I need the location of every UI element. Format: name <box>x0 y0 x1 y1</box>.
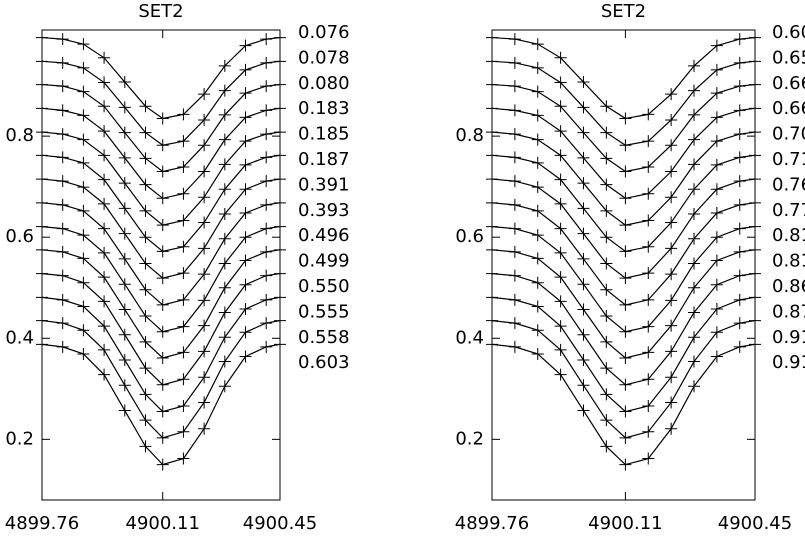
y-tick-label: 0.4 <box>5 327 34 348</box>
series-label: 0.814 <box>772 251 805 272</box>
profile-line <box>41 225 281 333</box>
series-label: 0.550 <box>298 276 350 297</box>
series-label: 0.080 <box>298 73 350 94</box>
profile-line <box>41 60 281 146</box>
profile-line <box>491 107 756 199</box>
series-label: 0.768 <box>772 174 805 195</box>
series-label: 0.496 <box>298 225 350 246</box>
series-label: 0.076 <box>298 22 350 43</box>
chart-title: SET2 <box>138 1 183 22</box>
y-tick-label: 0.6 <box>5 226 34 247</box>
series-label: 0.916 <box>772 327 805 348</box>
series-label: 0.558 <box>298 327 350 348</box>
series-label: 0.603 <box>298 352 350 373</box>
profile-line <box>491 178 756 279</box>
profile-line <box>41 202 281 306</box>
y-tick-label: 0.6 <box>455 226 484 247</box>
y-tick-label: 0.2 <box>5 428 34 449</box>
series-label: 0.185 <box>298 124 350 145</box>
y-tick-label: 0.8 <box>5 125 34 146</box>
y-tick-label: 0.2 <box>455 428 484 449</box>
series-label: 0.772 <box>772 200 805 221</box>
profile-line <box>41 131 281 226</box>
profile-line <box>491 343 756 466</box>
series-label: 0.078 <box>298 47 350 68</box>
series-label: 0.499 <box>298 251 350 272</box>
profile-line <box>491 296 756 413</box>
profile-line <box>41 296 281 413</box>
x-tick-label: 4900.11 <box>126 513 200 534</box>
series-label: 0.812 <box>772 225 805 246</box>
profile-line <box>491 319 756 439</box>
plot-frame <box>41 29 281 501</box>
series-label: 0.605 <box>772 22 805 43</box>
profile-line <box>41 154 281 253</box>
profile-line <box>41 249 281 359</box>
profile-line <box>491 249 756 359</box>
profile-line <box>491 60 756 146</box>
series-label: 0.874 <box>772 301 805 322</box>
data-point <box>274 291 286 304</box>
series-label: 0.555 <box>298 301 350 322</box>
profile-line <box>491 83 756 173</box>
profile-line <box>491 225 756 333</box>
series-label: 0.665 <box>772 98 805 119</box>
y-tick-label: 0.4 <box>455 327 484 348</box>
x-tick-label: 4900.11 <box>588 513 662 534</box>
profile-line <box>491 154 756 252</box>
series-label: 0.183 <box>298 98 350 119</box>
data-point <box>274 314 286 327</box>
profile-line <box>491 131 756 226</box>
profile-line <box>41 107 281 199</box>
profile-line <box>41 36 281 120</box>
x-tick-label: 4899.76 <box>455 513 529 534</box>
profile-line <box>41 272 281 386</box>
x-tick-label: 4900.45 <box>718 513 792 534</box>
series-label: 0.707 <box>772 124 805 145</box>
data-point <box>749 291 761 304</box>
data-point <box>749 314 761 327</box>
plot-frame <box>491 29 756 501</box>
series-label: 0.662 <box>772 73 805 94</box>
y-tick-label: 0.8 <box>455 125 484 146</box>
x-tick-label: 4899.76 <box>5 513 79 534</box>
profile-line <box>491 36 756 120</box>
profile-line <box>41 178 281 279</box>
profile-line <box>491 202 756 306</box>
x-tick-label: 4900.45 <box>243 513 317 534</box>
series-label: 0.867 <box>772 276 805 297</box>
profile-line <box>41 343 281 466</box>
series-label: 0.713 <box>772 149 805 170</box>
profile-line <box>41 319 281 439</box>
series-label: 0.918 <box>772 352 805 373</box>
data-point <box>749 338 761 351</box>
profile-line <box>491 272 756 386</box>
data-point <box>274 338 286 351</box>
series-label: 0.391 <box>298 174 350 195</box>
chart-title: SET2 <box>601 1 646 22</box>
series-label: 0.657 <box>772 47 805 68</box>
series-label: 0.393 <box>298 200 350 221</box>
profile-line <box>41 83 281 173</box>
series-label: 0.187 <box>298 149 350 170</box>
